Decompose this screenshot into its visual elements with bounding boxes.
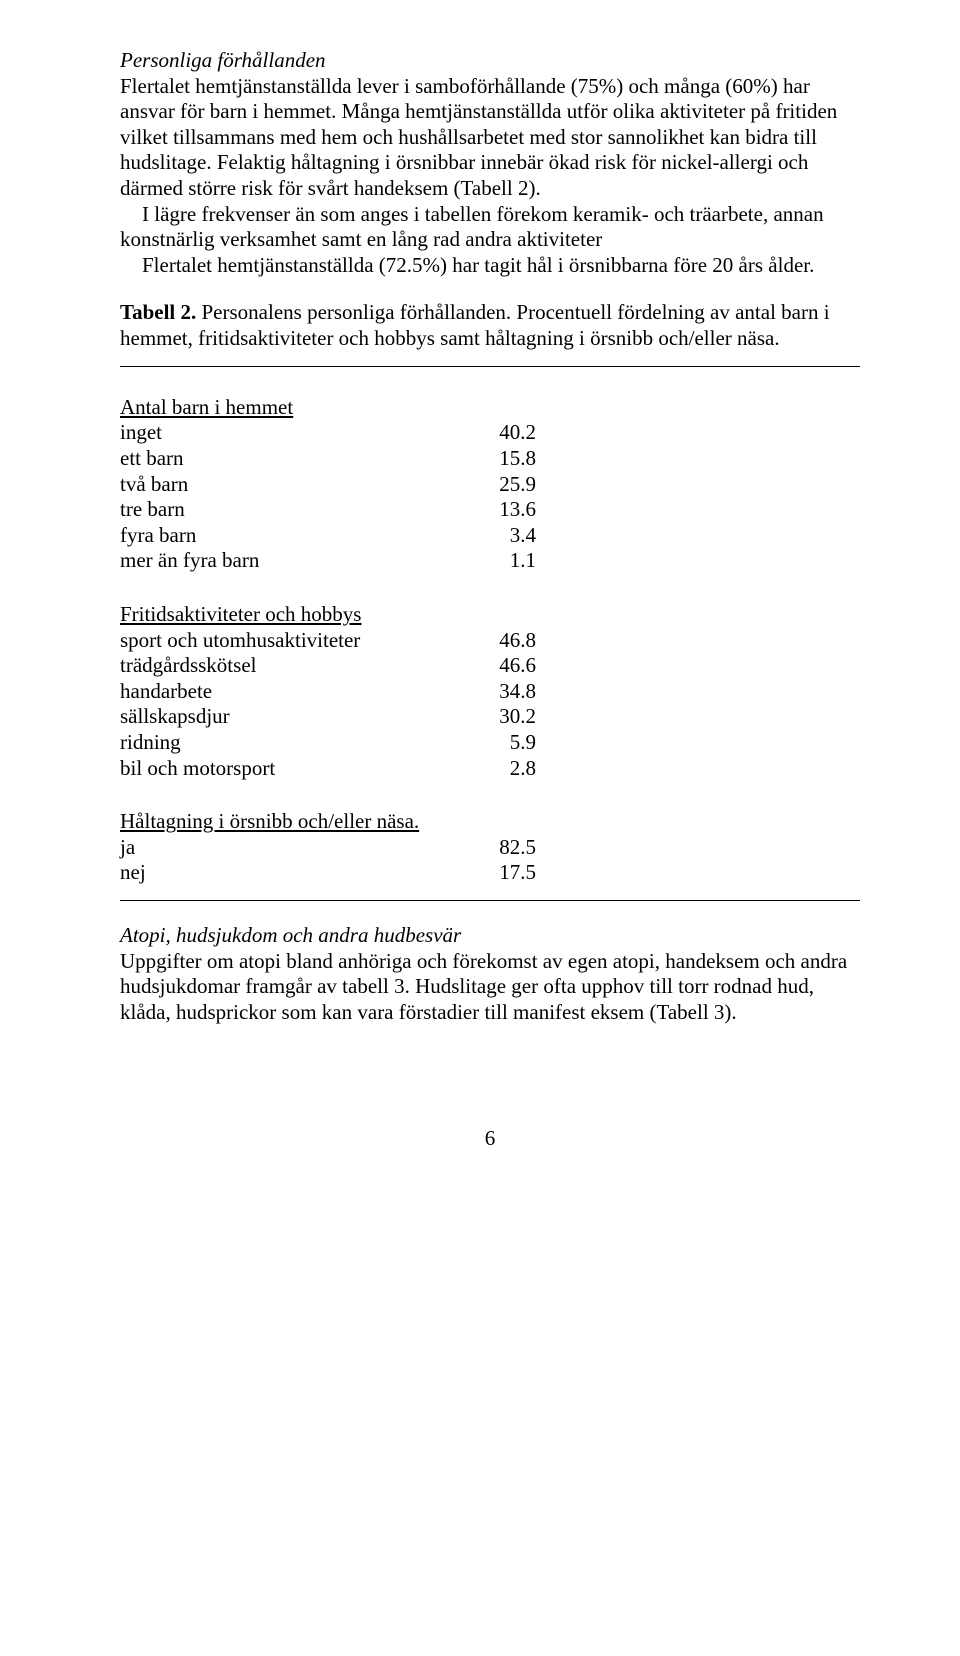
table-row: sport och utomhusaktiviteter 46.8 [120, 628, 860, 654]
table-row: tre barn 13.6 [120, 497, 860, 523]
row-value: 1.1 [480, 548, 536, 574]
row-label: fyra barn [120, 523, 480, 549]
table-row: trädgårdsskötsel 46.6 [120, 653, 860, 679]
row-value: 46.6 [480, 653, 536, 679]
row-value: 17.5 [480, 860, 536, 886]
row-label: två barn [120, 472, 480, 498]
group-heading-3: Håltagning i örsnibb och/eller näsa. [120, 809, 860, 835]
row-label: inget [120, 420, 480, 446]
row-label: mer än fyra barn [120, 548, 480, 574]
paragraph-4: Uppgifter om atopi bland anhöriga och fö… [120, 949, 860, 1026]
table-row: inget 40.2 [120, 420, 860, 446]
row-value: 2.8 [480, 756, 536, 782]
table-row: nej 17.5 [120, 860, 860, 886]
section-atopi: Atopi, hudsjukdom och andra hudbesvär Up… [120, 923, 860, 1025]
section-personliga: Personliga förhållanden Flertalet hemtjä… [120, 48, 860, 278]
row-value: 82.5 [480, 835, 536, 861]
row-label: trädgårdsskötsel [120, 653, 480, 679]
table-caption: Tabell 2. Personalens personliga förhåll… [120, 300, 860, 351]
row-value: 40.2 [480, 420, 536, 446]
table-row: ett barn 15.8 [120, 446, 860, 472]
row-label: bil och motorsport [120, 756, 480, 782]
row-label: ett barn [120, 446, 480, 472]
group-heading-2: Fritidsaktiviteter och hobbys [120, 602, 860, 628]
row-label: ja [120, 835, 480, 861]
page-number: 6 [120, 1126, 860, 1152]
table-bottom-separator [120, 900, 860, 901]
paragraph-1: Flertalet hemtjänstanställda lever i sam… [120, 74, 860, 202]
table-row: ridning 5.9 [120, 730, 860, 756]
row-label: tre barn [120, 497, 480, 523]
row-value: 25.9 [480, 472, 536, 498]
row-value: 5.9 [480, 730, 536, 756]
row-label: ridning [120, 730, 480, 756]
row-value: 15.8 [480, 446, 536, 472]
table-top-separator [120, 366, 860, 367]
row-label: sport och utomhusaktiviteter [120, 628, 480, 654]
row-value: 34.8 [480, 679, 536, 705]
table-row: ja 82.5 [120, 835, 860, 861]
table-row: sällskapsdjur 30.2 [120, 704, 860, 730]
caption-bold: Tabell 2. [120, 300, 196, 324]
table-row: handarbete 34.8 [120, 679, 860, 705]
row-label: nej [120, 860, 480, 886]
table-row: mer än fyra barn 1.1 [120, 548, 860, 574]
row-value: 3.4 [480, 523, 536, 549]
row-value: 46.8 [480, 628, 536, 654]
row-label: handarbete [120, 679, 480, 705]
table-row: fyra barn 3.4 [120, 523, 860, 549]
table-row: bil och motorsport 2.8 [120, 756, 860, 782]
section-title-1: Personliga förhållanden [120, 48, 860, 74]
row-value: 30.2 [480, 704, 536, 730]
group-barn: Antal barn i hemmet inget 40.2 ett barn … [120, 395, 860, 574]
caption-rest: Personalens personliga förhållanden. Pro… [120, 300, 830, 350]
table-row: två barn 25.9 [120, 472, 860, 498]
group-heading-1: Antal barn i hemmet [120, 395, 860, 421]
paragraph-3: Flertalet hemtjänstanställda (72.5%) har… [120, 253, 860, 279]
paragraph-2: I lägre frekvenser än som anges i tabell… [120, 202, 860, 253]
row-value: 13.6 [480, 497, 536, 523]
row-label: sällskapsdjur [120, 704, 480, 730]
group-fritids: Fritidsaktiviteter och hobbys sport och … [120, 602, 860, 781]
group-haltagning: Håltagning i örsnibb och/eller näsa. ja … [120, 809, 860, 886]
section-title-2: Atopi, hudsjukdom och andra hudbesvär [120, 923, 860, 949]
